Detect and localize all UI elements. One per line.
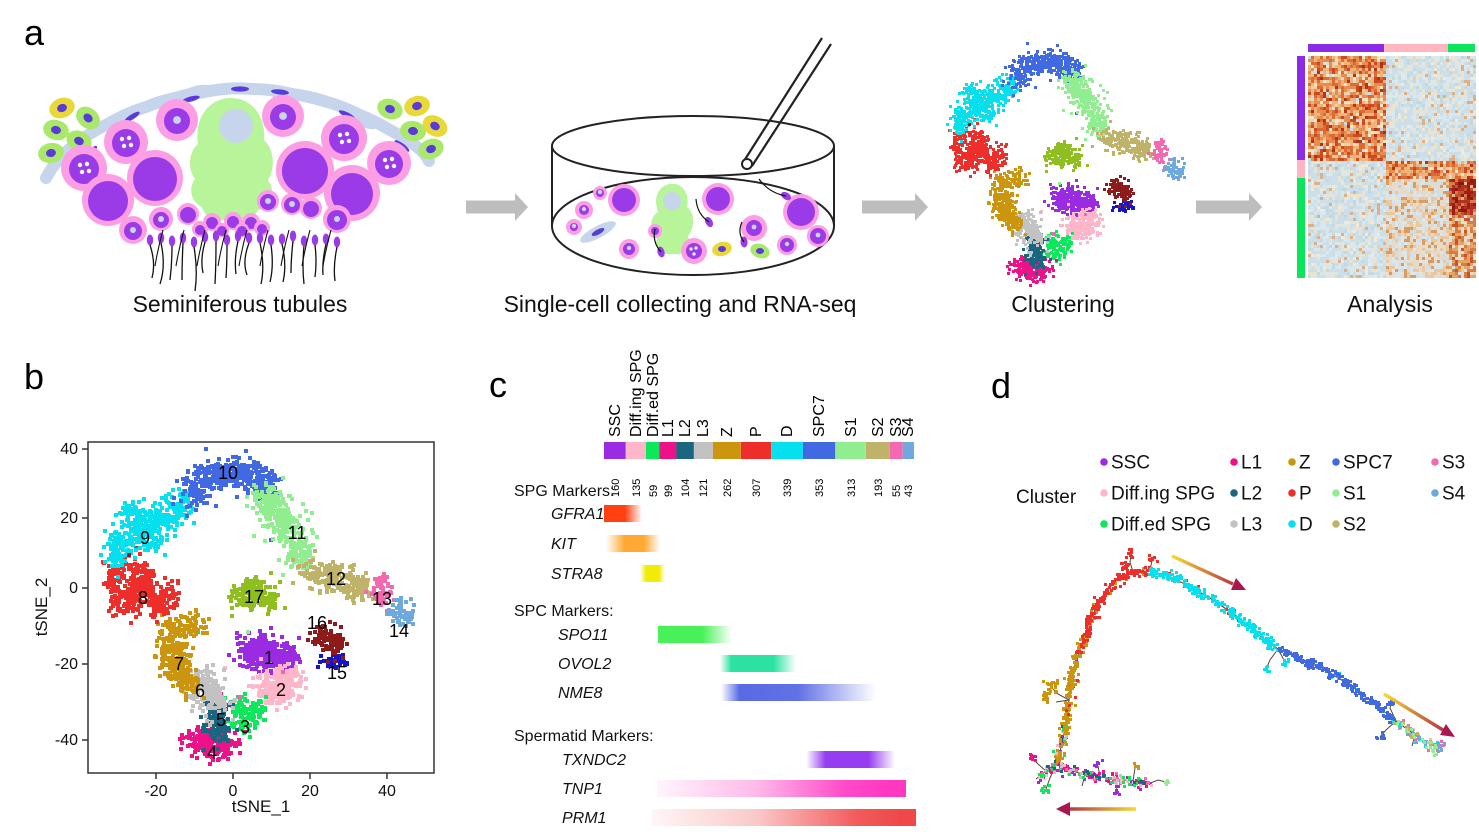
svg-text:tSNE_1: tSNE_1 <box>232 797 291 816</box>
svg-text:16: 16 <box>307 613 327 633</box>
svg-text:SPG Markers:: SPG Markers: <box>514 483 614 500</box>
svg-text:Z: Z <box>719 427 736 437</box>
svg-text:193: 193 <box>873 479 885 497</box>
svg-text:14: 14 <box>389 621 409 641</box>
svg-text:11: 11 <box>288 523 307 543</box>
svg-text:Spermatid Markers:: Spermatid Markers: <box>514 728 654 745</box>
svg-text:SSC: SSC <box>607 404 624 437</box>
svg-text:262: 262 <box>722 479 734 497</box>
svg-text:99: 99 <box>663 485 675 497</box>
svg-text:S3: S3 <box>888 417 905 437</box>
svg-text:Diff.ed SPG: Diff.ed SPG <box>1111 515 1211 536</box>
svg-text:17: 17 <box>244 587 264 607</box>
svg-text:S1: S1 <box>843 417 860 437</box>
svg-text:12: 12 <box>326 569 346 589</box>
svg-text:NME8: NME8 <box>558 685 603 702</box>
svg-text:0: 0 <box>229 783 238 800</box>
svg-text:2: 2 <box>276 680 286 700</box>
svg-text:4: 4 <box>207 743 217 763</box>
svg-text:Diff.ed SPG: Diff.ed SPG <box>645 353 662 437</box>
svg-text:L1: L1 <box>1241 453 1262 474</box>
svg-text:160: 160 <box>610 479 622 497</box>
svg-text:339: 339 <box>782 479 794 497</box>
svg-text:6: 6 <box>195 681 205 701</box>
svg-text:Z: Z <box>1299 453 1311 474</box>
svg-text:tSNE_2: tSNE_2 <box>32 578 51 637</box>
svg-text:SPO11: SPO11 <box>558 627 608 644</box>
svg-text:STRA8: STRA8 <box>551 566 603 583</box>
svg-text:S1: S1 <box>1343 484 1366 505</box>
svg-text:40: 40 <box>60 441 78 458</box>
svg-text:D: D <box>1299 515 1313 536</box>
svg-text:PRM1: PRM1 <box>562 810 606 827</box>
svg-text:40: 40 <box>378 783 396 800</box>
svg-text:313: 313 <box>846 479 858 497</box>
svg-text:20: 20 <box>301 783 319 800</box>
svg-text:TXNDC2: TXNDC2 <box>562 752 626 769</box>
svg-text:P: P <box>1299 484 1312 505</box>
svg-text:8: 8 <box>138 588 148 608</box>
svg-text:104: 104 <box>680 479 692 497</box>
svg-text:0: 0 <box>69 580 78 597</box>
svg-text:SPC7: SPC7 <box>1343 453 1393 474</box>
svg-text:121: 121 <box>698 479 710 497</box>
svg-text:TNP1: TNP1 <box>562 781 603 798</box>
svg-text:S2: S2 <box>1343 515 1366 536</box>
svg-text:S3: S3 <box>1442 453 1465 474</box>
svg-text:43: 43 <box>903 485 915 497</box>
svg-text:L2: L2 <box>677 419 694 437</box>
svg-text:20: 20 <box>60 510 78 527</box>
svg-text:10: 10 <box>218 463 238 483</box>
svg-text:S4: S4 <box>900 417 917 437</box>
svg-text:7: 7 <box>174 654 184 674</box>
svg-text:-20: -20 <box>144 783 167 800</box>
svg-text:307: 307 <box>751 479 763 497</box>
svg-text:SPC7: SPC7 <box>811 395 828 437</box>
svg-text:59: 59 <box>648 485 660 497</box>
svg-text:S4: S4 <box>1442 484 1466 505</box>
svg-text:SSC: SSC <box>1111 453 1150 474</box>
svg-text:L3: L3 <box>1241 515 1262 536</box>
svg-text:135: 135 <box>631 479 643 497</box>
svg-text:5: 5 <box>216 710 226 730</box>
svg-text:S2: S2 <box>870 417 887 437</box>
svg-text:GFRA1: GFRA1 <box>551 506 604 523</box>
svg-text:L2: L2 <box>1241 484 1262 505</box>
svg-text:Diff.ing SPG: Diff.ing SPG <box>1111 484 1215 505</box>
svg-text:Diff.ing SPG: Diff.ing SPG <box>628 349 645 437</box>
svg-text:KIT: KIT <box>551 536 577 553</box>
svg-text:9: 9 <box>140 528 150 548</box>
svg-text:55: 55 <box>891 485 903 497</box>
svg-text:OVOL2: OVOL2 <box>558 656 611 673</box>
svg-text:353: 353 <box>814 479 826 497</box>
svg-text:Cluster: Cluster <box>1016 487 1077 508</box>
svg-text:-40: -40 <box>55 732 78 749</box>
svg-text:3: 3 <box>240 717 250 737</box>
svg-text:P: P <box>748 426 765 437</box>
svg-text:D: D <box>779 425 796 437</box>
svg-text:-20: -20 <box>55 656 78 673</box>
svg-text:13: 13 <box>372 589 392 609</box>
svg-text:SPC Markers:: SPC Markers: <box>514 603 614 620</box>
svg-text:L3: L3 <box>695 419 712 437</box>
svg-text:1: 1 <box>264 648 274 668</box>
svg-text:L1: L1 <box>660 419 677 437</box>
svg-text:15: 15 <box>327 663 347 683</box>
